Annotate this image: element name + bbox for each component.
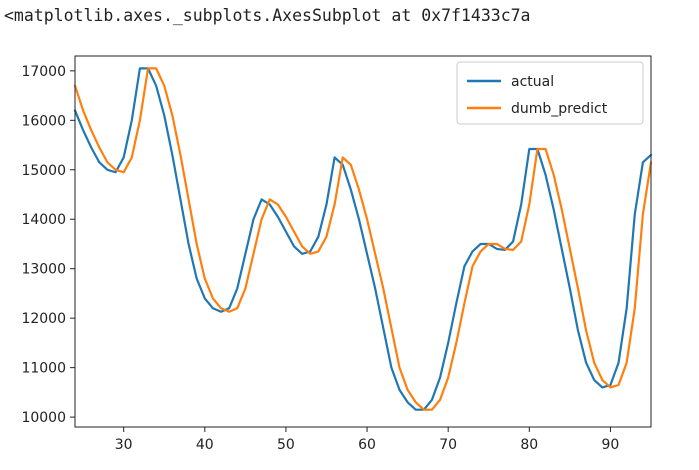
y-tick-label: 11000 <box>21 361 66 377</box>
x-tick-label: 60 <box>358 437 376 453</box>
x-tick-label: 70 <box>439 437 457 453</box>
y-tick-label: 13000 <box>21 262 66 278</box>
series-line-dumb_predict <box>73 67 653 411</box>
legend-label-dumb_predict: dumb_predict <box>511 101 608 117</box>
legend-label-actual: actual <box>511 74 554 90</box>
y-tick-label: 10000 <box>21 410 66 426</box>
x-tick-label: 50 <box>277 437 295 453</box>
x-tick-label: 90 <box>602 437 620 453</box>
y-tick-label: 16000 <box>21 113 66 129</box>
legend: actual dumb_predict <box>456 61 644 125</box>
y-tick-label: 12000 <box>21 311 66 327</box>
y-tick-label: 17000 <box>21 64 66 80</box>
y-tick-label: 14000 <box>21 212 66 228</box>
axes-frame <box>74 55 652 428</box>
axes-layer: 30 40 50 60 70 80 90 10000 11000 12000 13000 14000 1… <box>21 55 652 453</box>
x-tick-label: 80 <box>520 437 538 453</box>
output-repr-text: <matplotlib.axes._subplots.AxesSubplot a… <box>4 6 531 25</box>
y-tick-label: 15000 <box>21 163 66 179</box>
x-tick-label: 40 <box>196 437 214 453</box>
series-line-actual <box>73 67 653 411</box>
series-layer <box>73 67 653 411</box>
x-tick-label: 30 <box>115 437 133 453</box>
legend-box <box>456 61 644 125</box>
